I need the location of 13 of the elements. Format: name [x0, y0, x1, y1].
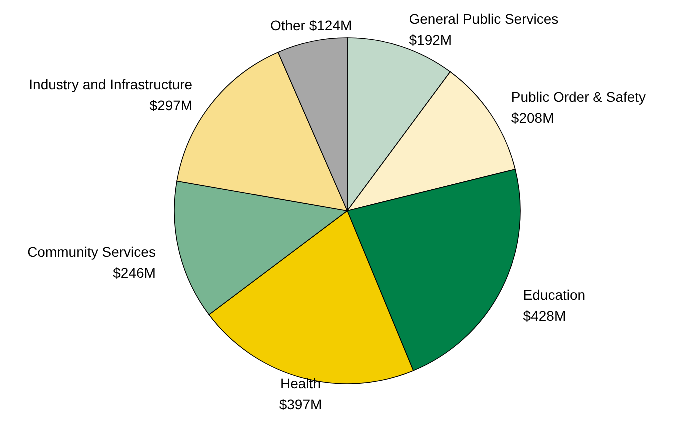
slice-label: Community Services — [28, 244, 156, 260]
data-label: $297M — [150, 97, 193, 114]
data-label: $192M — [409, 32, 452, 48]
slice-label: General Public Services — [409, 10, 559, 27]
slice-label: Health — [280, 376, 321, 392]
data-label: $428M — [523, 308, 566, 324]
slice-label: Education — [523, 286, 586, 303]
slice-label: Public Order & Safety — [511, 88, 646, 105]
data-label: $246M — [113, 265, 156, 282]
slice-label: Other $124M — [270, 18, 352, 34]
data-label: $397M — [279, 396, 322, 413]
data-label: $208M — [511, 110, 554, 126]
slice-label: Industry and Infrastructure — [29, 76, 193, 92]
